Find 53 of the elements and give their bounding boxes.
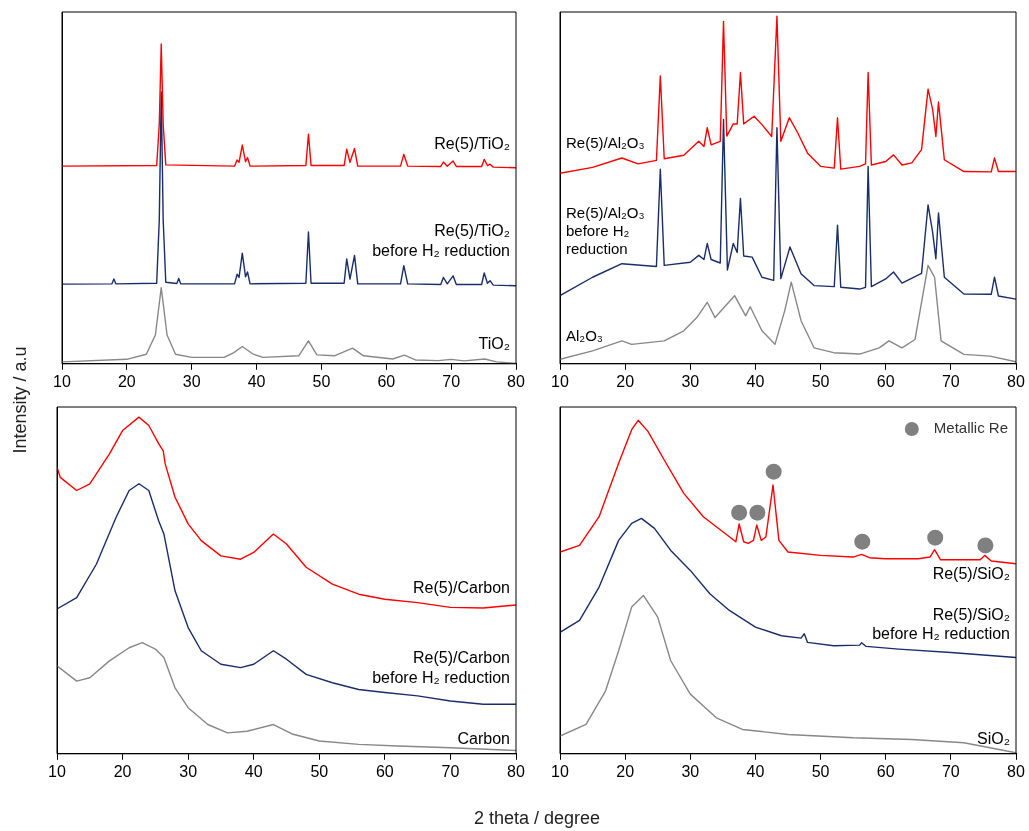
point	[927, 529, 944, 546]
x-tick-label: 80	[1007, 372, 1025, 390]
x-tick-label: 50	[310, 762, 329, 780]
x-tick-label: 10	[53, 372, 71, 390]
x-tick-label: 60	[876, 762, 895, 780]
series-label: Re(5)/Carbon before H₂ reduction	[372, 649, 510, 686]
x-tick-label: 10	[551, 372, 569, 390]
x-tick-label: 40	[247, 372, 266, 390]
series-label: Re(5)/TiO₂	[434, 135, 510, 153]
x-tick-label: 40	[746, 372, 765, 390]
x-tick-label: 70	[941, 762, 960, 780]
x-tick-label: 60	[377, 372, 396, 390]
series-label: Carbon	[457, 729, 510, 747]
x-tick-label: 10	[551, 762, 569, 780]
x-tick-label: 40	[244, 762, 263, 780]
series-label: SiO₂	[977, 729, 1010, 747]
series-label: Re(5)/TiO₂ before H₂ reduction	[372, 222, 510, 259]
point	[731, 504, 748, 521]
x-tick-label: 20	[117, 372, 136, 390]
x-tick-label: 50	[811, 372, 830, 390]
x-tick-label: 10	[48, 762, 66, 780]
series-label: Re(5)/Al₂O₃ before H₂ reduction	[566, 203, 645, 257]
series-label: Re(5)/Carbon	[413, 578, 510, 596]
x-tick-label: 70	[941, 372, 960, 390]
x-tick-label: 80	[507, 762, 525, 780]
x-tick-label: 50	[811, 762, 830, 780]
x-tick-label: 70	[442, 372, 461, 390]
x-tick-label: 30	[681, 762, 700, 780]
point	[765, 463, 782, 480]
series-label: Re(5)/SiO₂	[932, 565, 1010, 583]
x-tick-label: 30	[182, 372, 201, 390]
point	[854, 533, 871, 550]
legend-label: Metallic Re	[933, 419, 1008, 437]
series-label: TiO₂	[478, 335, 510, 352]
series-label: Al₂O₃	[566, 326, 603, 344]
point	[977, 537, 994, 554]
x-tick-label: 30	[179, 762, 198, 780]
x-tick-label: 60	[375, 762, 394, 780]
x-axis-title: 2 theta / degree	[473, 808, 601, 829]
x-tick-label: 40	[746, 762, 765, 780]
x-tick-label: 70	[441, 762, 460, 780]
x-tick-label: 50	[312, 372, 331, 390]
x-tick-label: 20	[616, 372, 635, 390]
series-label: Re(5)/Al₂O₃	[566, 134, 645, 151]
x-tick-label: 20	[113, 762, 132, 780]
x-tick-label: 30	[681, 372, 700, 390]
x-tick-label: 60	[876, 372, 895, 390]
series-label: Re(5)/SiO₂ before H₂ reduction	[872, 605, 1010, 643]
x-tick-label: 80	[1007, 762, 1025, 780]
point	[749, 504, 766, 521]
x-tick-label: 20	[616, 762, 635, 780]
y-axis-title: Intensity / a.u	[9, 346, 31, 454]
x-tick-label: 80	[507, 372, 525, 390]
